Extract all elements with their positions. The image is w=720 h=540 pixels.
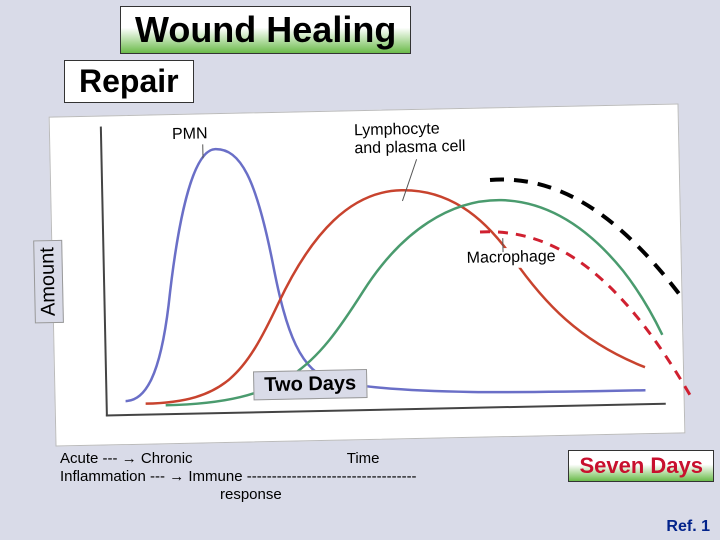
reference-label: Ref. 1 bbox=[666, 518, 710, 536]
caption-response: response bbox=[220, 486, 282, 503]
caption-chronic: Chronic bbox=[137, 450, 193, 467]
caption-block: Acute --- → Chronic Time Inflammation --… bbox=[60, 450, 480, 504]
curves-svg bbox=[100, 115, 666, 417]
lymphocyte-label: Lymphocyte and plasma cell bbox=[350, 118, 501, 159]
sub-title: Repair bbox=[64, 60, 194, 103]
macrophage-label: Macrophage bbox=[462, 247, 559, 269]
pmn-label: PMN bbox=[168, 124, 212, 145]
chart-area: Amount PMN Lymphocyte and plasma cell Ma… bbox=[49, 103, 686, 446]
caption-immune: Immune ---------------------------------… bbox=[184, 468, 416, 485]
two-days-marker: Two Days bbox=[253, 369, 367, 400]
time-axis-label: Time bbox=[347, 450, 380, 468]
main-title: Wound Healing bbox=[120, 6, 411, 54]
pmn-curve bbox=[120, 140, 645, 401]
caption-acute: Acute --- bbox=[60, 450, 122, 467]
y-axis-label: Amount bbox=[33, 240, 64, 324]
plot-region: PMN Lymphocyte and plasma cell Macrophag… bbox=[100, 115, 666, 417]
seven-days-marker: Seven Days bbox=[568, 450, 714, 482]
macrophage-curve bbox=[141, 185, 645, 403]
caption-inflam: Inflammation --- bbox=[60, 468, 169, 485]
